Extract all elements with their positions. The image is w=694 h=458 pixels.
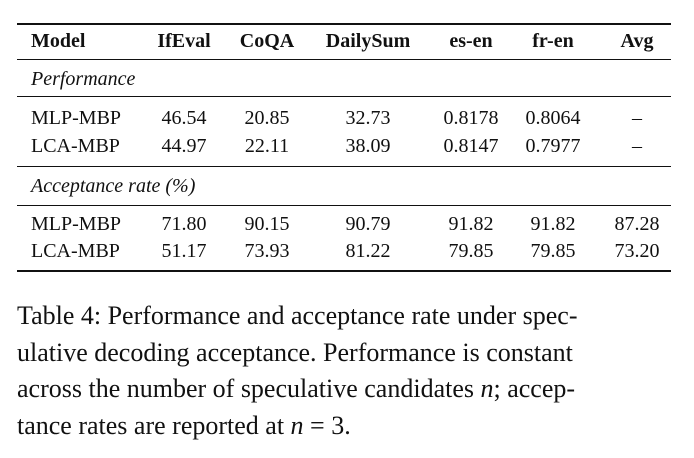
table-cell: –: [632, 135, 642, 157]
table-cell: 51.17: [161, 240, 207, 262]
section-title-performance: Performance: [31, 68, 136, 90]
table-cell: –: [632, 107, 642, 129]
table-cell: 0.8147: [443, 135, 499, 157]
top-rule: [17, 23, 671, 25]
table-cell: 22.11: [244, 135, 290, 157]
caption-line: tance rates are reported at n = 3.: [17, 410, 351, 440]
table-cell: 44.97: [161, 135, 207, 157]
column-header-avg: Avg: [620, 30, 654, 52]
table-cell: 90.79: [345, 213, 391, 235]
section-divider-rule: [17, 166, 671, 167]
table-cell: 20.85: [244, 107, 290, 129]
math-variable: n: [290, 410, 304, 440]
table-caption: Table 4: Performance and acceptance rate…: [17, 298, 679, 444]
table-cell: 46.54: [161, 107, 207, 129]
row-label: LCA-MBP: [31, 135, 120, 157]
column-header-dailysum: DailySum: [325, 30, 411, 52]
row-label: MLP-MBP: [31, 107, 122, 129]
table-cell: 81.22: [345, 240, 391, 262]
caption-line: ulative decoding acceptance. Performance…: [17, 337, 573, 367]
bottom-rule: [17, 270, 671, 272]
column-header-model: Model: [31, 30, 86, 52]
table-cell: 0.7977: [525, 135, 581, 157]
table-cell: 73.20: [614, 240, 660, 262]
table-cell: 0.8064: [525, 107, 581, 129]
table-cell: 91.82: [530, 213, 576, 235]
header-rule: [17, 59, 671, 60]
row-label: MLP-MBP: [31, 213, 122, 235]
row-label: LCA-MBP: [31, 240, 120, 262]
table-cell: 79.85: [530, 240, 576, 262]
math-variable: n: [480, 374, 494, 403]
column-header-fr-en: fr-en: [532, 30, 574, 52]
caption-line: across the number of speculative candida…: [17, 374, 576, 403]
section-rule-acceptance: [17, 205, 671, 206]
table-cell: 79.85: [448, 240, 494, 262]
table-cell: 32.73: [345, 107, 391, 129]
caption-line: Table 4: Performance and acceptance rate…: [17, 301, 578, 330]
section-title-acceptance-rate: Acceptance rate (%): [31, 175, 196, 197]
table-cell: 38.09: [345, 135, 391, 157]
column-header-es-en: es-en: [449, 30, 493, 52]
table-cell: 87.28: [614, 213, 660, 235]
table-cell: 90.15: [244, 213, 290, 235]
table-cell: 0.8178: [443, 107, 499, 129]
table-cell: 91.82: [448, 213, 494, 235]
section-rule-performance: [17, 96, 671, 97]
table-cell: 73.93: [244, 240, 290, 262]
column-header-coqa: CoQA: [239, 30, 295, 52]
table-cell: 71.80: [161, 213, 207, 235]
column-header-ifeval: IfEval: [157, 30, 211, 52]
